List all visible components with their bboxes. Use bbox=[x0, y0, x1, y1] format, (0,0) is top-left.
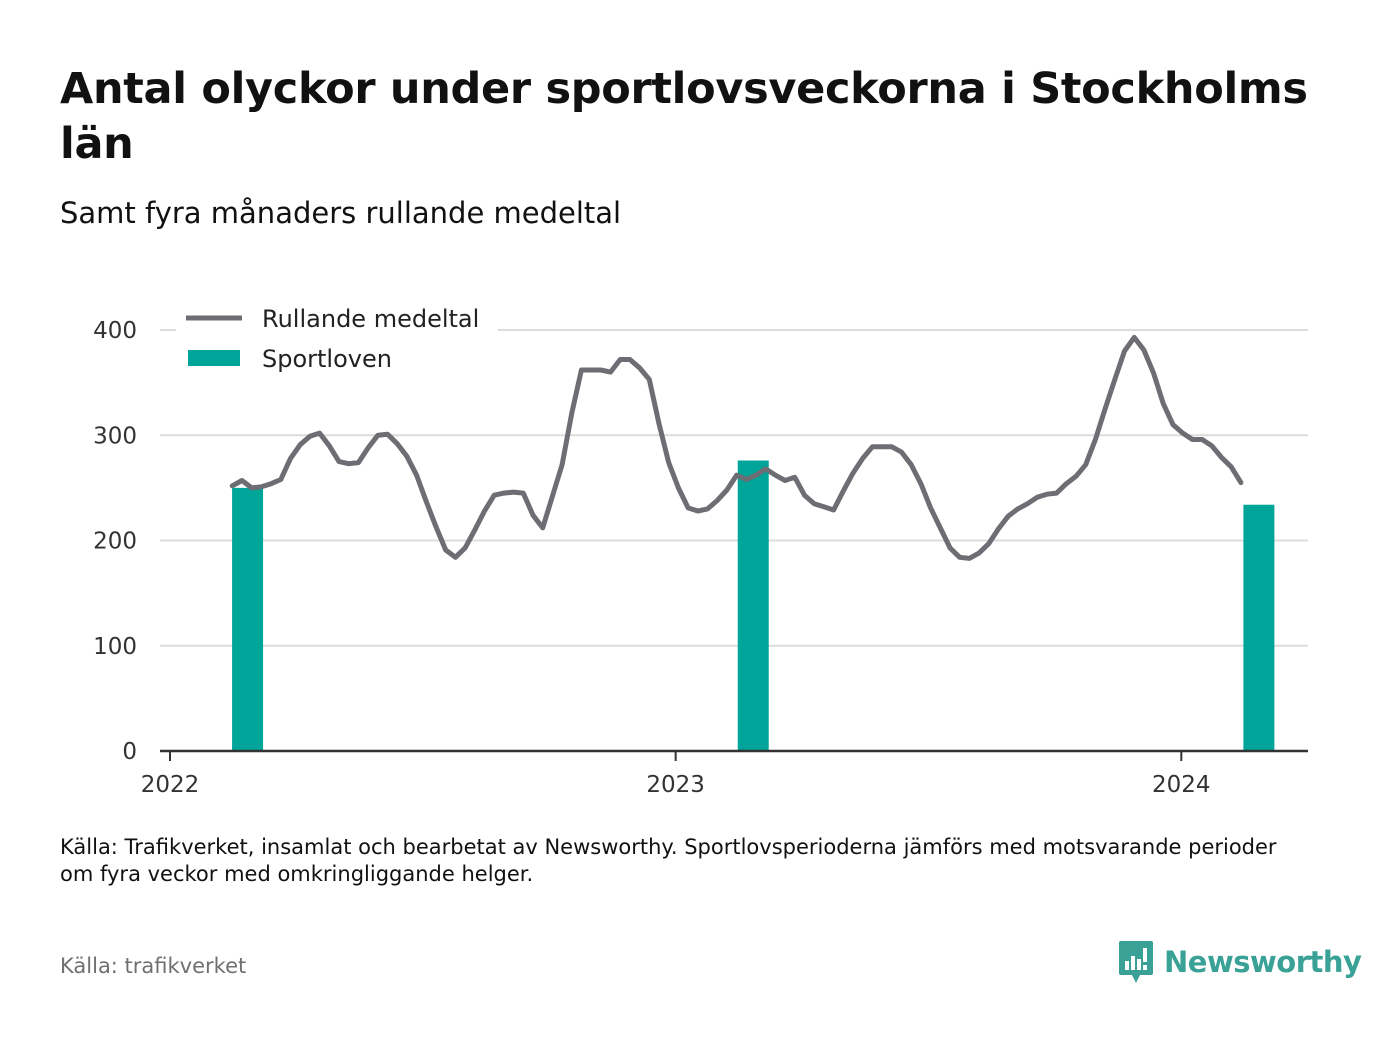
legend-bar-swatch bbox=[188, 350, 240, 366]
y-tick-label: 0 bbox=[122, 739, 137, 765]
source-note: Källa: trafikverket bbox=[60, 954, 247, 978]
bar bbox=[1243, 504, 1275, 751]
bar bbox=[232, 487, 264, 751]
newsworthy-logo-icon bbox=[1119, 941, 1153, 983]
y-tick-label: 100 bbox=[93, 634, 137, 660]
x-tick-label: 2023 bbox=[646, 772, 705, 798]
legend-label-bar: Sportloven bbox=[262, 345, 392, 373]
chart-caption: Källa: Trafikverket, insamlat och bearbe… bbox=[60, 835, 1277, 886]
x-axis: 2022 2023 2024 bbox=[141, 749, 1308, 798]
newsworthy-brand[interactable]: Newsworthy bbox=[1118, 938, 1362, 986]
chart-area: 0 100 200 300 400 2022 2023 2024 Rullande mede… bbox=[93, 296, 1308, 798]
x-tick-label: 2024 bbox=[1152, 772, 1211, 798]
x-tick-label: 2022 bbox=[141, 772, 200, 798]
line-series bbox=[229, 334, 1244, 561]
bar bbox=[737, 460, 769, 751]
y-tick-label: 200 bbox=[93, 529, 137, 555]
brand-name: Newsworthy bbox=[1164, 945, 1362, 979]
legend-background bbox=[176, 296, 498, 384]
y-axis-labels: 0 100 200 300 400 bbox=[93, 318, 137, 765]
y-tick-label: 300 bbox=[93, 423, 137, 449]
legend-label-line: Rullande medeltal bbox=[262, 305, 479, 333]
legend: Rullande medeltal Sportloven bbox=[176, 296, 498, 384]
y-tick-label: 400 bbox=[93, 318, 137, 344]
rolling-average-line bbox=[229, 334, 1244, 561]
chart-subtitle: Samt fyra månaders rullande medeltal bbox=[60, 196, 622, 230]
chart-title: Antal olyckor under sportlovsveckorna i … bbox=[60, 64, 1308, 169]
bar-series bbox=[232, 460, 1275, 751]
